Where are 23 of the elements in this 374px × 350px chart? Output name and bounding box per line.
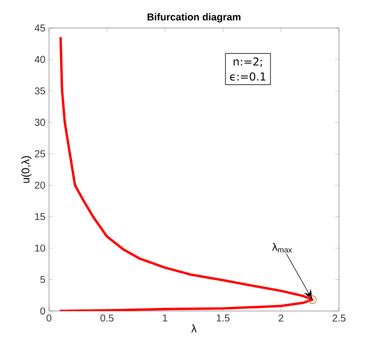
y-tick-label: 15 xyxy=(35,213,46,220)
x-axis-title: λ xyxy=(191,324,197,332)
annotation: λ$_{max}$ xyxy=(272,242,292,252)
y-tick-label: 10 xyxy=(35,244,46,252)
x-tick-label: 0 xyxy=(46,314,52,322)
y-axis-title: u(0,λ) xyxy=(21,156,32,183)
x-tick-label: 2.5 xyxy=(332,314,346,322)
y-tick-label: 40 xyxy=(34,56,46,63)
line-series xyxy=(59,36,314,311)
x-tick-label: 1.5 xyxy=(216,314,230,322)
y-tick-label: 25 xyxy=(34,150,46,158)
y-tick-label: 0 xyxy=(40,307,46,315)
x-tick-label: 0.5 xyxy=(100,314,114,322)
y-tick-label: 35 xyxy=(34,87,46,94)
y-tick-label: 30 xyxy=(34,118,46,126)
x-tick-label: 1 xyxy=(162,314,168,322)
y-tick-label: 45 xyxy=(34,24,46,32)
annotation: n:=2; xyxy=(234,57,262,67)
y-tick-label: 5 xyxy=(40,276,46,284)
annotation: ϵ:=0.1 xyxy=(230,72,266,81)
chart-title: Bifurcation diagram xyxy=(148,13,240,22)
y-tick-label: 20 xyxy=(34,182,46,189)
x-tick-label: 2 xyxy=(278,314,284,322)
